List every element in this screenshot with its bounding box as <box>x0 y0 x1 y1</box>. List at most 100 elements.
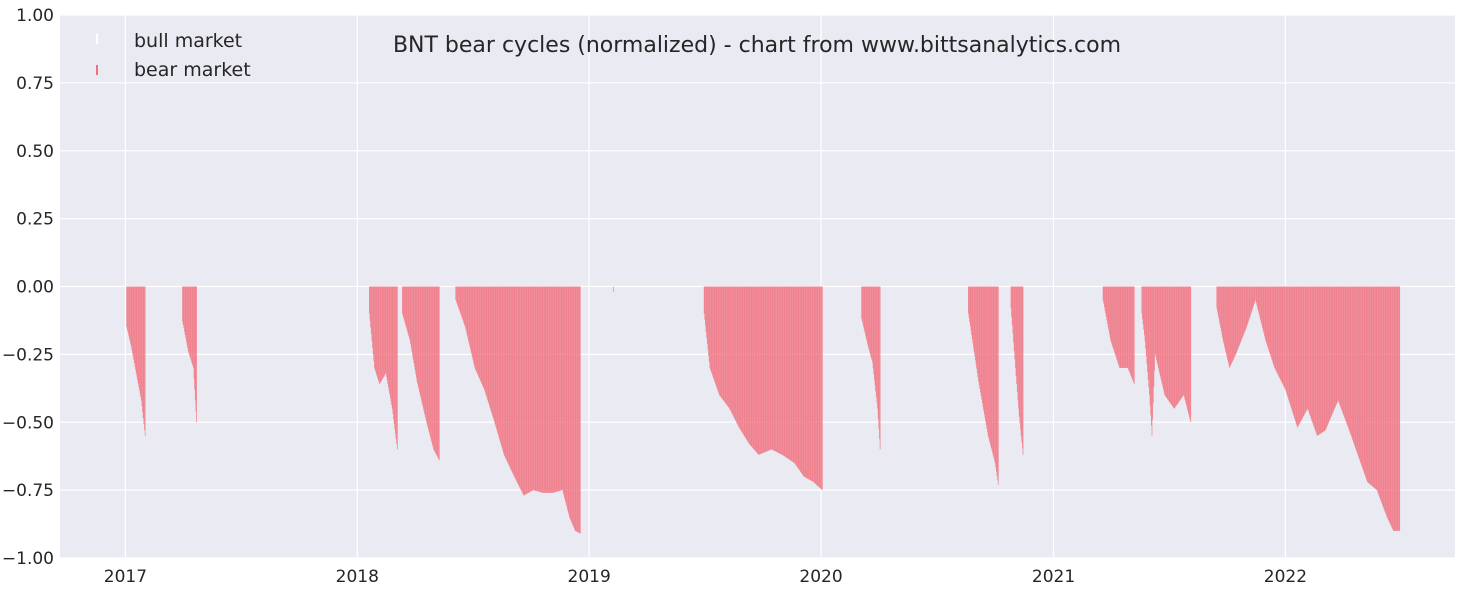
bear-bar <box>503 286 504 453</box>
bear-bar <box>1283 286 1284 386</box>
bear-bar <box>564 286 565 498</box>
bear-bar <box>971 286 973 340</box>
bear-bar <box>1147 286 1148 372</box>
bear-bar <box>483 286 485 389</box>
bear-bar <box>793 286 795 463</box>
bear-bar <box>515 286 516 480</box>
bear-bar <box>1310 286 1312 418</box>
bear-bar <box>1252 286 1253 310</box>
bear-bar <box>867 286 869 347</box>
bear-bar <box>1282 286 1284 385</box>
bear-bar <box>1386 286 1388 518</box>
bear-bar <box>861 286 863 320</box>
bear-bar <box>408 286 410 337</box>
bear-bar <box>747 286 749 442</box>
bear-bar <box>794 286 796 464</box>
x-tick-label: 2019 <box>568 567 611 587</box>
bear-bar <box>1273 286 1275 367</box>
bear-bar <box>1235 286 1237 355</box>
bear-bar <box>1155 286 1157 358</box>
bear-bar <box>512 286 514 474</box>
bear-bar <box>1188 286 1190 415</box>
bear-bar <box>796 286 798 467</box>
bear-bar <box>1150 286 1152 416</box>
bear-bar <box>752 286 754 449</box>
bear-bar <box>531 286 533 491</box>
bear-bar <box>1190 286 1192 423</box>
bear-bar <box>1335 286 1337 406</box>
bear-bar <box>1125 286 1127 368</box>
bear-bar <box>724 286 726 403</box>
bear-bar <box>1277 286 1279 375</box>
bear-bar <box>1014 286 1016 360</box>
bear-bar <box>864 286 866 333</box>
bear-bar <box>1387 286 1389 519</box>
bear-bar <box>726 286 728 406</box>
bear-bar <box>973 286 975 352</box>
bear-bar <box>1144 286 1145 336</box>
bear-bar <box>1340 286 1342 410</box>
bear-bar <box>526 286 528 494</box>
bear-bar <box>727 286 728 407</box>
bear-bar <box>189 286 190 356</box>
bear-bar <box>187 286 189 352</box>
bear-bar <box>429 286 431 435</box>
bear-bar <box>463 286 464 322</box>
bear-bar <box>494 286 496 425</box>
bear-bar <box>1253 286 1254 306</box>
bear-bar <box>819 286 821 488</box>
bear-bar <box>410 286 412 345</box>
bear-bar <box>406 286 408 330</box>
bear-bar <box>1247 286 1249 324</box>
bear-bar <box>1257 286 1258 308</box>
bear-bar <box>1149 286 1151 406</box>
bear-bar <box>1123 286 1124 368</box>
bear-bar <box>1184 286 1186 401</box>
bear-bar <box>373 286 375 362</box>
bear-bar <box>733 286 734 417</box>
bear-bar <box>729 286 730 409</box>
bear-bar <box>571 286 573 524</box>
bear-bar <box>1187 286 1188 410</box>
bear-bar <box>1354 286 1355 446</box>
bear-bar <box>782 286 784 456</box>
bear-bar <box>1309 286 1310 415</box>
bear-bar <box>1303 286 1305 416</box>
bear-bar <box>997 286 998 481</box>
bear-bar <box>748 286 750 444</box>
bear-bar <box>471 286 473 358</box>
y-tick-label: 0.75 <box>16 74 54 94</box>
bear-bar <box>506 286 508 462</box>
bear-bar <box>990 286 991 446</box>
bear-bar <box>1186 286 1188 408</box>
bear-bar <box>1111 286 1113 345</box>
bear-bar <box>1181 286 1183 398</box>
bear-bar <box>477 286 479 376</box>
bear-bar <box>706 286 708 344</box>
bear-bar <box>548 286 550 493</box>
bear-bar <box>129 286 131 341</box>
bear-bar <box>383 286 385 377</box>
bear-bar <box>1145 286 1146 349</box>
bear-bar <box>572 286 573 525</box>
bear-bar <box>1116 286 1117 359</box>
bear-bar <box>572 286 574 527</box>
bear-bar <box>1374 286 1376 489</box>
bear-bar <box>188 286 190 354</box>
bear-bar <box>1354 286 1356 448</box>
bear-bar <box>550 286 551 493</box>
bear-bar <box>820 286 821 489</box>
bear-bar <box>1259 286 1261 318</box>
bear-bar <box>1388 286 1390 522</box>
bear-bar <box>428 286 429 430</box>
bear-bar <box>392 286 394 414</box>
bear-bar <box>509 286 511 468</box>
bear-bar <box>821 286 823 490</box>
bear-bar <box>774 286 776 451</box>
bear-bar <box>1021 286 1023 443</box>
bear-bar <box>815 286 817 485</box>
bear-bar <box>419 286 421 396</box>
bear-bar <box>813 286 814 482</box>
bear-bar <box>1298 286 1300 426</box>
bear-bar <box>517 286 518 483</box>
